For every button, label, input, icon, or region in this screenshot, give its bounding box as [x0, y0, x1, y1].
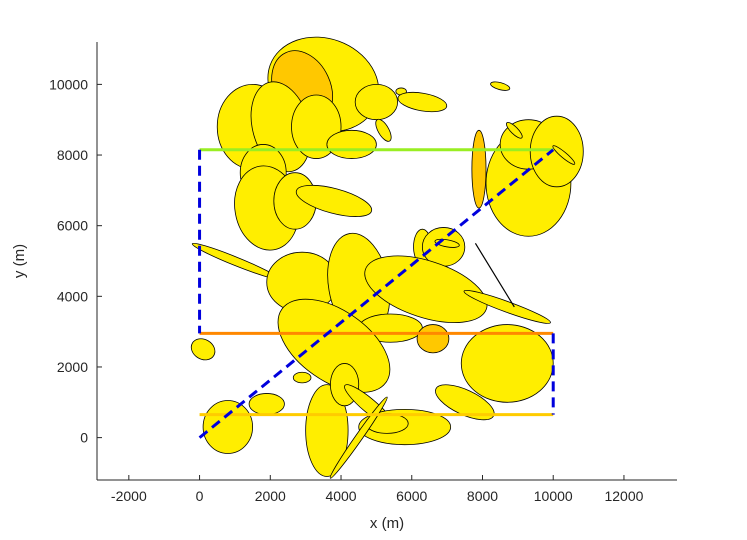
y-tick-label: 8000 — [57, 147, 88, 163]
segment-6 — [198, 148, 555, 439]
x-tick-label: 10000 — [534, 488, 573, 504]
ellipse-21 — [552, 145, 576, 165]
ellipses-layer — [190, 36, 584, 479]
ellipse-8 — [397, 91, 448, 113]
ellipse-33 — [292, 371, 312, 384]
x-tick-label: 4000 — [325, 488, 356, 504]
x-tick-label: 12000 — [604, 488, 643, 504]
x-axis-label: x (m) — [370, 515, 404, 532]
ellipse-36 — [190, 338, 216, 361]
axes: -2000 0 2000 4000 6000 8000 10000 12000 0 2000 400… — [49, 42, 677, 504]
x-tick-label: 8000 — [467, 488, 498, 504]
ellipse-19 — [490, 81, 511, 91]
segment-7 — [474, 243, 515, 308]
ellipse-20 — [506, 121, 523, 139]
ellipse-38 — [248, 393, 285, 416]
x-tick-label: 2000 — [255, 488, 286, 504]
y-tick-label: 2000 — [57, 359, 88, 375]
y-tick-label: 10000 — [49, 76, 88, 92]
ellipse-29 — [463, 290, 551, 324]
y-tick-label: 4000 — [57, 288, 88, 304]
x-tick-label: -2000 — [111, 488, 147, 504]
ellipse-14 — [295, 184, 373, 217]
ellipse-39 — [305, 384, 349, 477]
x-tick-label: 0 — [196, 488, 204, 504]
ellipse-37 — [202, 400, 254, 454]
ellipse-6 — [354, 83, 399, 121]
x-tick-label: 6000 — [396, 488, 427, 504]
y-axis-label: y (m) — [11, 244, 28, 278]
y-tick-label: 0 — [80, 430, 88, 446]
ellipse-10 — [375, 118, 392, 142]
y-tick-label: 6000 — [57, 218, 88, 234]
ellipse-35 — [460, 324, 554, 403]
ellipse-32 — [277, 298, 391, 393]
ellipse-34 — [416, 324, 450, 354]
ellipse-45 — [329, 396, 388, 479]
ellipse-28 — [364, 255, 488, 323]
ellipse-18 — [471, 129, 487, 209]
ellipse-9 — [326, 129, 377, 159]
segments-layer — [198, 148, 555, 439]
